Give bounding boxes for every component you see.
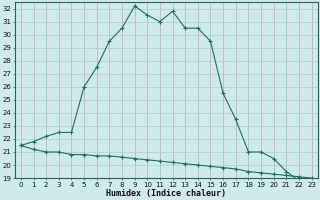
X-axis label: Humidex (Indice chaleur): Humidex (Indice chaleur) — [106, 189, 226, 198]
